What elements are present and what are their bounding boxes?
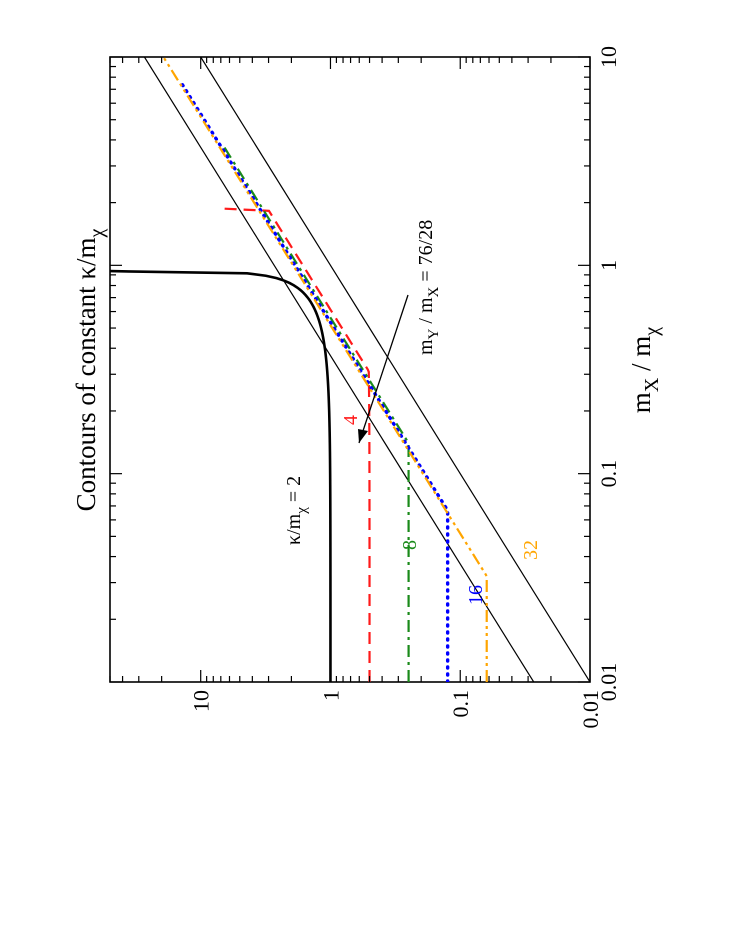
y-tick-label: 10: [189, 690, 214, 712]
ratio-arrow: [358, 294, 409, 444]
kappa-2-label: κ/mχ = 2: [283, 476, 310, 545]
kappa-4-label: 4: [340, 415, 362, 425]
x-tick-label: 0.1: [596, 460, 621, 488]
reference-line-1: [200, 57, 590, 682]
y-axis-tick-labels: 0.01 0.1 1 10: [189, 690, 603, 729]
y-axis-ticks: [109, 57, 591, 682]
x-axis-ticks: [110, 56, 590, 683]
contour-kappa-4: [219, 207, 371, 682]
x-axis-label: mX / mχ: [626, 327, 663, 413]
kappa-32-label: 32: [520, 540, 542, 560]
y-tick-label: 0.01: [578, 690, 603, 729]
reference-line-0: [143, 57, 535, 682]
chart-title: Contours of constant κ/mχ: [71, 229, 108, 512]
contour-kappa-2: [110, 269, 332, 682]
kappa-16-label: 16: [465, 585, 487, 605]
x-tick-label: 10: [596, 46, 621, 68]
contour-series: [110, 57, 488, 682]
y-tick-label: 0.1: [448, 690, 473, 718]
x-tick-label: 1: [596, 260, 621, 271]
x-axis-tick-labels: 0.01 0.1 1 10: [596, 46, 621, 701]
ratio-label: mY / mX = 76/28: [415, 220, 442, 355]
contour-kappa-32: [162, 57, 488, 682]
ratio-arrowhead: [358, 429, 368, 443]
contour-kappa-16: [179, 81, 450, 682]
kappa-8-label: 8: [399, 540, 421, 550]
contour-kappa-8: [222, 145, 410, 682]
x-tick-label: 0.01: [596, 663, 621, 702]
rotated-figure: 0.01 0.1 1 10 0.01 0.1 1 10 Contours of consta…: [71, 46, 663, 729]
y-tick-label: 1: [318, 690, 343, 701]
reference-lines: [143, 57, 590, 682]
plot-frame: [109, 56, 591, 683]
